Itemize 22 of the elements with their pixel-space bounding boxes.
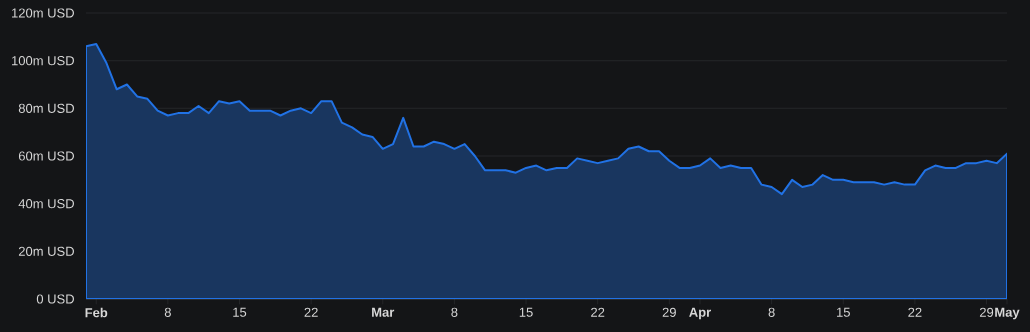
x-tick-label: May	[995, 307, 1020, 320]
x-tick-label: 8	[768, 307, 775, 317]
x-tick-label: Feb	[85, 307, 108, 318]
x-tick-label: 8	[164, 307, 171, 317]
x-tick-label: Apr	[689, 307, 712, 320]
y-tick-label: 100m USD	[12, 56, 74, 66]
y-tick-label: 20m USD	[18, 246, 74, 256]
x-tick-label: 22	[304, 307, 318, 317]
y-tick-label: 120m USD	[12, 8, 74, 18]
y-tick-label: 80m USD	[18, 103, 74, 113]
x-tick-label: 15	[233, 307, 247, 317]
y-tick-label: 0 USD	[36, 294, 74, 304]
x-tick-label: 15	[837, 307, 850, 317]
x-tick-label: 29	[979, 307, 994, 317]
x-tick-label: 29	[662, 307, 676, 317]
y-tick-label: 40m USD	[18, 199, 74, 209]
y-tick-label: 60m USD	[18, 151, 74, 161]
x-tick-label: Mar	[372, 307, 395, 317]
x-tick-label: 15	[519, 307, 533, 317]
x-tick-label: 22	[908, 307, 922, 317]
x-tick-label: 8	[451, 307, 458, 317]
x-tick-label: 22	[591, 307, 605, 317]
